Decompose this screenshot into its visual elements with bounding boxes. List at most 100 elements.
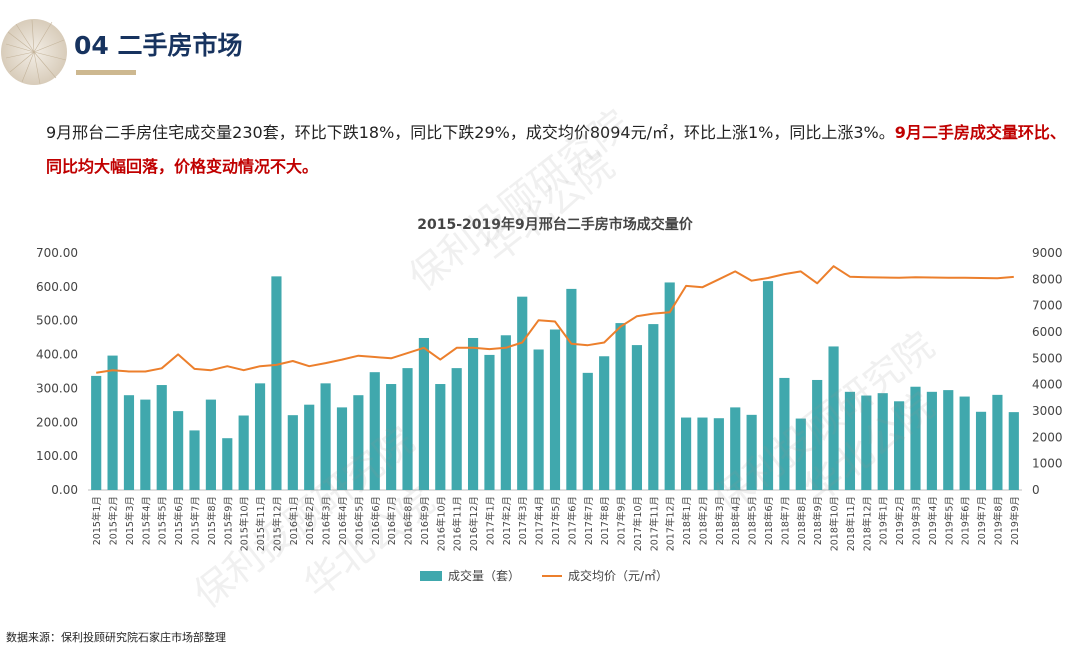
x-tick-label: 2019年5月: [943, 496, 955, 545]
y-right-tick-label: 6000: [1032, 325, 1063, 339]
x-tick-label: 2017年9月: [616, 496, 628, 545]
bar: [205, 399, 216, 490]
bar: [435, 384, 446, 490]
x-tick-label: 2017年5月: [550, 496, 562, 545]
legend-swatch-volume: [420, 571, 442, 581]
bar: [648, 324, 659, 490]
bar: [713, 418, 724, 490]
bar: [746, 414, 757, 490]
bar: [697, 417, 708, 490]
x-tick-label: 2015年6月: [173, 496, 185, 545]
x-tick-label: 2018年4月: [730, 496, 742, 545]
x-tick-label: 2015年11月: [255, 496, 267, 551]
x-tick-label: 2017年3月: [517, 496, 529, 545]
bar: [599, 356, 610, 490]
chart-title: 2015-2019年9月邢台二手房市场成交量价: [417, 216, 693, 233]
x-tick-label: 2017年2月: [501, 496, 513, 545]
bar: [582, 372, 593, 490]
bar: [484, 354, 495, 490]
bar: [959, 396, 970, 490]
x-tick-label: 2015年8月: [206, 496, 218, 545]
legend-label-price: 成交均价（元/㎡）: [568, 568, 668, 583]
x-tick-label: 2017年6月: [566, 496, 578, 545]
bar: [992, 394, 1003, 490]
x-tick-label: 2018年10月: [829, 496, 841, 551]
bar: [123, 395, 135, 490]
y-left-tick-label: 100.00: [36, 449, 78, 463]
bar: [91, 375, 102, 490]
y-left-tick-label: 500.00: [36, 314, 78, 328]
bar: [631, 345, 643, 490]
y-right-tick-label: 9000: [1032, 246, 1063, 260]
bar: [894, 401, 905, 490]
bar: [107, 355, 118, 490]
x-tick-label: 2018年3月: [714, 496, 726, 545]
bar: [795, 418, 806, 490]
bar: [320, 383, 331, 490]
bar: [730, 407, 741, 490]
summary-text: 9月邢台二手房住宅成交量230套，环比下跌18%，同比下跌29%，成交均价809…: [46, 123, 895, 142]
x-tick-label: 2016年8月: [403, 496, 415, 545]
bar: [238, 415, 249, 490]
summary-highlight: 9月二手房成交量环比、同比均大幅回落，价格变动情况不大。: [46, 123, 1066, 176]
bar: [189, 430, 200, 490]
bar: [140, 399, 151, 490]
bar: [615, 323, 626, 490]
bar: [910, 386, 921, 490]
x-tick-label: 2017年8月: [599, 496, 611, 545]
bar: [254, 383, 266, 490]
bar: [386, 384, 397, 490]
x-tick-label: 2019年3月: [910, 496, 922, 545]
y-left-tick-label: 300.00: [36, 381, 78, 395]
bar: [336, 407, 348, 490]
x-tick-label: 2015年5月: [157, 496, 169, 545]
bar: [402, 368, 413, 490]
x-tick-label: 2015年9月: [222, 496, 234, 545]
x-tick-label: 2017年4月: [534, 496, 546, 545]
bar: [156, 385, 167, 490]
bar: [271, 276, 282, 490]
x-tick-label: 2016年2月: [304, 496, 316, 545]
summary-paragraph: 9月邢台二手房住宅成交量230套，环比下跌18%，同比下跌29%，成交均价809…: [46, 116, 1070, 184]
source-note: 数据来源：保利投顾研究院石家庄市场部整理: [6, 631, 226, 644]
x-tick-label: 2015年4月: [140, 496, 152, 545]
x-tick-label: 2015年7月: [190, 496, 202, 545]
y-right-tick-label: 4000: [1032, 378, 1063, 392]
x-tick-label: 2015年10月: [239, 496, 251, 551]
x-tick-label: 2016年12月: [468, 496, 480, 551]
bar: [812, 379, 823, 490]
bar: [943, 390, 954, 490]
bar: [844, 391, 856, 490]
section-title: 04 二手房市场: [74, 31, 243, 60]
bar: [926, 391, 937, 490]
bar: [828, 346, 839, 490]
bar: [287, 415, 298, 490]
y-right-tick-label: 2000: [1032, 430, 1063, 444]
bar: [975, 411, 987, 490]
bar: [353, 395, 364, 490]
bar: [877, 393, 888, 490]
x-tick-label: 2015年3月: [124, 496, 136, 545]
x-tick-label: 2018年1月: [681, 496, 693, 545]
y-right-tick-label: 8000: [1032, 272, 1063, 286]
x-tick-label: 2015年1月: [91, 496, 103, 545]
bar: [517, 296, 528, 490]
y-right-tick-label: 7000: [1032, 299, 1063, 313]
x-tick-label: 2019年9月: [1009, 496, 1021, 545]
x-tick-label: 2016年10月: [435, 496, 447, 551]
x-tick-label: 2017年10月: [632, 496, 644, 551]
x-tick-label: 2019年2月: [894, 496, 906, 545]
x-tick-label: 2016年3月: [321, 496, 333, 545]
x-tick-label: 2019年4月: [927, 496, 939, 545]
legend-label-volume: 成交量（套）: [448, 568, 520, 583]
x-tick-label: 2019年1月: [878, 496, 890, 545]
x-tick-label: 2018年6月: [763, 496, 775, 545]
bar: [500, 335, 511, 490]
y-left-tick-label: 200.00: [36, 415, 78, 429]
bar: [549, 329, 561, 490]
bar: [681, 417, 692, 490]
x-tick-label: 2016年11月: [452, 496, 464, 551]
bar: [222, 438, 233, 490]
x-tick-label: 2017年12月: [665, 496, 677, 551]
x-tick-label: 2018年2月: [697, 496, 709, 545]
